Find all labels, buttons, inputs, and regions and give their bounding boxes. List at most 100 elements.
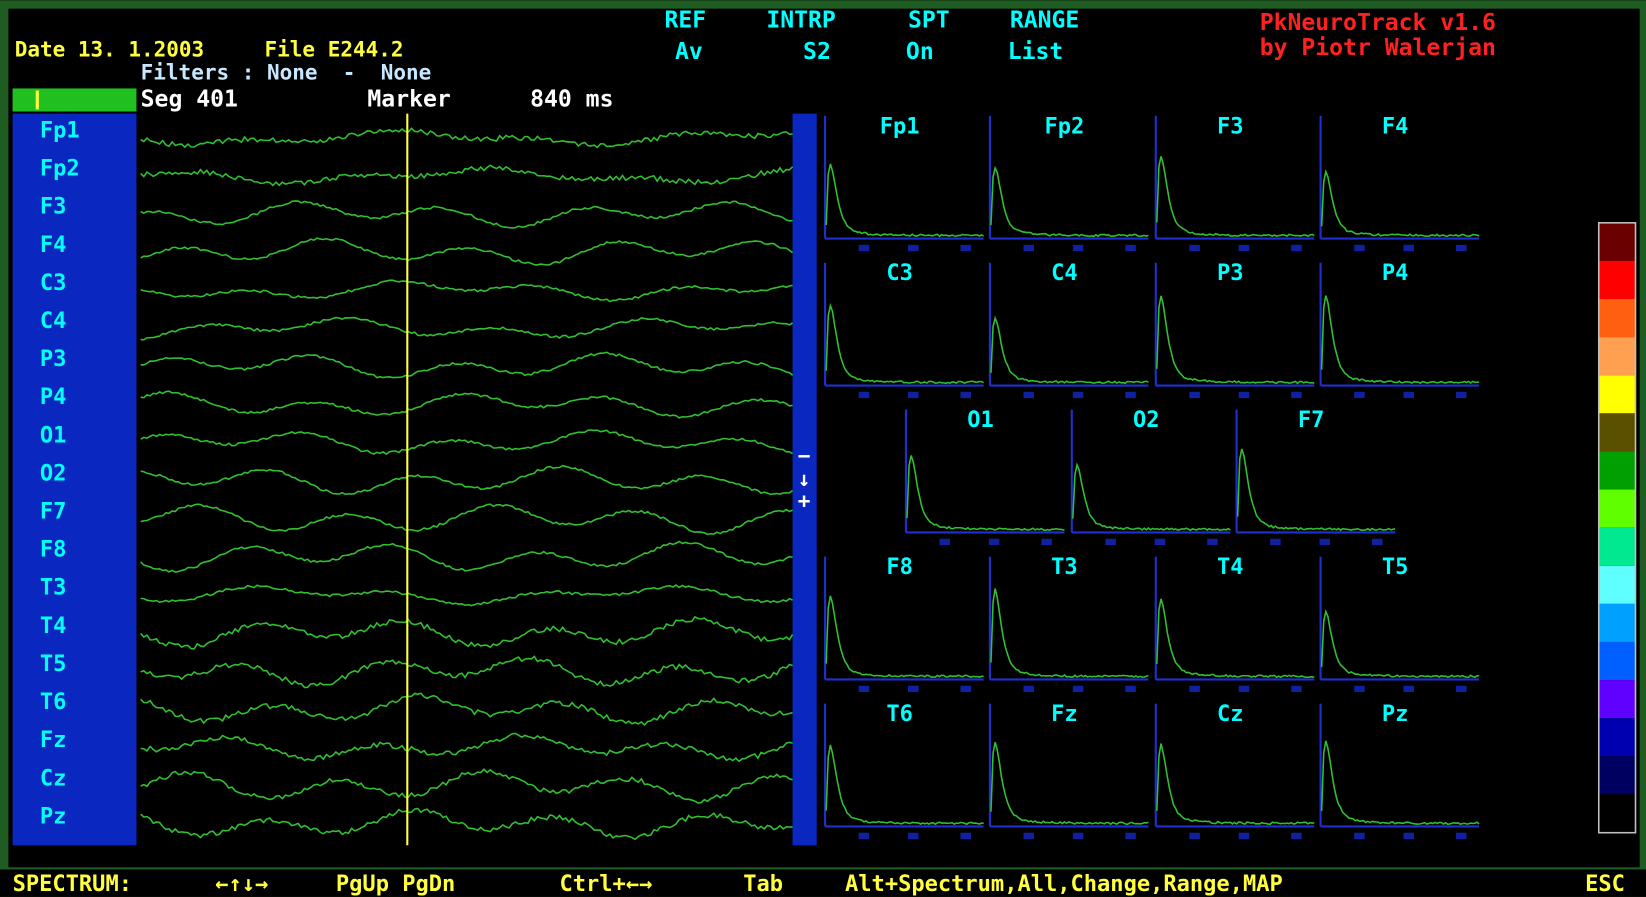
spectrum-curve — [1156, 295, 1315, 385]
setting-label[interactable]: INTRP — [766, 8, 835, 34]
scale-swatch — [1598, 451, 1636, 490]
channel-label: Pz — [40, 804, 67, 829]
spectrum-curve — [990, 588, 1149, 678]
spectrum-tick — [1072, 685, 1084, 693]
spectrum-curve — [1156, 743, 1315, 826]
eeg-trace — [140, 655, 793, 689]
scale-swatch — [1598, 527, 1636, 566]
channel-label: Cz — [40, 766, 67, 791]
scale-swatch — [1598, 260, 1636, 300]
spectrum-curve — [825, 163, 985, 238]
spectrum-curve — [990, 315, 1149, 385]
scale-swatch — [1598, 794, 1636, 833]
spectrum-label: O2 — [1133, 408, 1160, 433]
spectrum-label: F4 — [1382, 114, 1409, 139]
spectrum-tick — [1072, 832, 1084, 840]
spectrum-tick — [1291, 391, 1302, 399]
footer-key: SPECTRUM: — [13, 872, 132, 897]
spectrum-label: C3 — [886, 261, 913, 286]
channel-label: O2 — [40, 461, 67, 486]
spectrum-tick — [1023, 391, 1034, 399]
spectrum-tick — [1105, 538, 1116, 546]
setting-label[interactable]: RANGE — [1010, 8, 1079, 34]
spectrum-tick — [960, 832, 972, 840]
spectrum-tick — [1125, 391, 1136, 399]
spectrum-tick — [1023, 685, 1034, 693]
channel-label: O1 — [40, 423, 67, 448]
spectrum-tick — [1455, 685, 1467, 693]
segment: Seg 401 — [141, 86, 238, 112]
spectrum-tick — [1023, 244, 1034, 252]
spectrum-tick — [908, 832, 919, 840]
spectrum-label: T6 — [886, 702, 913, 727]
spectrum-tick — [858, 244, 870, 252]
spectrum-tick — [1372, 538, 1383, 546]
spectrum-label: Cz — [1217, 702, 1244, 727]
spectrum-tick — [1238, 391, 1250, 399]
app-author: by Piotr Walerjan — [1260, 35, 1496, 61]
footer-key[interactable]: Tab — [743, 872, 783, 897]
spectrum-curve — [1236, 448, 1396, 532]
channel-label: P4 — [40, 385, 67, 410]
scale-swatch — [1598, 337, 1636, 376]
eeg-trace — [140, 503, 793, 536]
spectrum-label: Pz — [1382, 702, 1409, 727]
scale-swatch — [1598, 641, 1636, 681]
setting-value[interactable]: Av — [675, 39, 703, 65]
spectrum-label: P3 — [1217, 261, 1244, 286]
eeg-trace — [140, 200, 793, 229]
spectrum-tick — [1354, 391, 1365, 399]
spectrum-tick — [908, 244, 919, 252]
scale-swatch — [1598, 756, 1636, 795]
scroll-minus[interactable]: − — [798, 444, 811, 468]
spectrum-tick — [1403, 391, 1415, 399]
spectrum-tick — [1354, 244, 1365, 252]
scrollbar[interactable] — [792, 113, 817, 846]
setting-label[interactable]: SPT — [908, 8, 950, 34]
spectrum-tick — [908, 391, 919, 399]
channel-label: T4 — [40, 614, 67, 639]
segment-bar — [12, 88, 137, 112]
spectrum-tick — [1270, 538, 1281, 546]
scroll-plus[interactable]: + — [798, 489, 811, 513]
footer-key[interactable]: Alt+Spectrum,All,Change,Range,MAP — [845, 872, 1283, 897]
scale-swatch — [1598, 489, 1636, 528]
app-name: PkNeuroTrack v1.6 — [1260, 10, 1496, 36]
spectrum-tick — [1291, 244, 1302, 252]
footer-key[interactable]: ←↑↓→ — [215, 872, 268, 897]
scroll-down[interactable]: ↓ — [798, 467, 811, 491]
spectrum-curve — [990, 165, 1149, 238]
spectrum-tick — [908, 685, 919, 693]
scale-swatch — [1598, 718, 1636, 757]
setting-value[interactable]: S2 — [803, 39, 831, 65]
spectrum-tick — [1291, 685, 1302, 693]
spectrum-curve — [1320, 608, 1480, 679]
footer-key[interactable]: PgUp PgDn — [336, 872, 455, 897]
spectrum-tick — [1403, 685, 1415, 693]
footer-key[interactable]: ESC — [1585, 872, 1625, 897]
spectrum-tick — [1072, 244, 1084, 252]
spectrum-curve — [990, 742, 1149, 826]
setting-value[interactable]: On — [906, 39, 934, 65]
channel-label: Fz — [40, 728, 67, 753]
setting-label[interactable]: REF — [664, 8, 706, 34]
channel-label: T5 — [40, 652, 67, 677]
spectrum-tick — [1041, 538, 1052, 546]
eeg-trace — [140, 732, 793, 763]
spectrum-tick — [1238, 244, 1250, 252]
scale-swatch — [1598, 222, 1636, 261]
spectrum-tick — [960, 685, 972, 693]
spectrum-tick — [1125, 832, 1136, 840]
channel-label: P3 — [40, 347, 67, 372]
spectrum-tick — [1189, 685, 1200, 693]
marker-time: 840 ms — [530, 86, 613, 112]
eeg-trace — [140, 429, 793, 456]
spectrum-label: T3 — [1051, 555, 1078, 580]
eeg-trace — [140, 540, 793, 573]
spectrum-tick — [1291, 832, 1302, 840]
channel-label: F7 — [40, 500, 67, 525]
footer-key[interactable]: Ctrl+←→ — [560, 872, 653, 897]
setting-value[interactable]: List — [1008, 39, 1064, 65]
eeg-trace — [140, 768, 793, 804]
channel-panel — [12, 113, 137, 846]
